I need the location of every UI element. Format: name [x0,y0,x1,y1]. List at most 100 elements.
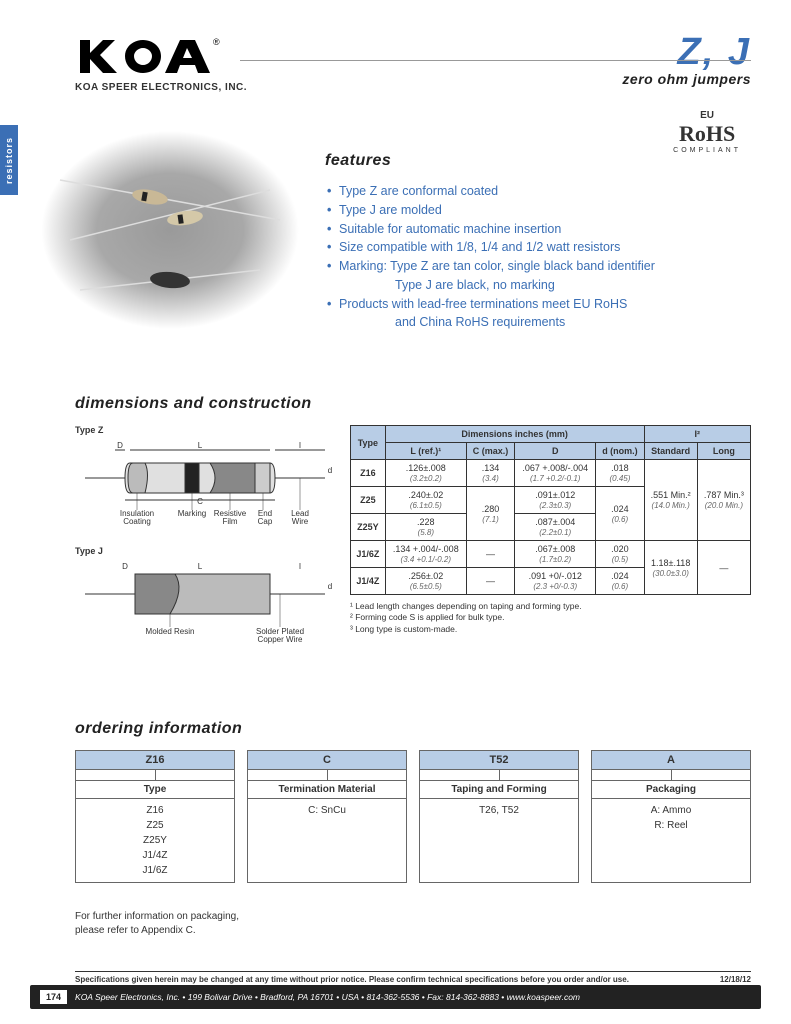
dimensions-section: dimensions and construction Type Z [75,395,751,657]
td: Z25Y [351,514,386,541]
footer-text: KOA Speer Electronics, Inc. • 199 Boliva… [75,992,580,1002]
td: J1/4Z [351,568,386,595]
svg-text:L: L [198,562,203,571]
typej-label: Type J [75,546,335,556]
svg-text:Molded Resin: Molded Resin [146,627,195,636]
header-divider [240,60,751,61]
td: .787 Min.³(20.0 Min.) [697,460,750,541]
td: .280(7.1) [466,487,514,541]
svg-text:d: d [328,582,332,591]
feature-item: Type J are molded [325,201,751,220]
feature-item: Marking: Type Z are tan color, single bl… [325,257,751,276]
svg-text:Copper Wire: Copper Wire [258,635,303,644]
order-items: C: SnCu [248,799,406,822]
svg-text:I: I [299,441,301,450]
page-number: 174 [40,990,67,1004]
th-C: C (max.) [466,443,514,460]
order-col-term: C Termination Material C: SnCu [247,750,407,883]
feature-item: Size compatible with 1/8, 1/4 and 1/2 wa… [325,238,751,257]
svg-text:Film: Film [222,517,237,526]
td: .134(3.4) [466,460,514,487]
typez-diagram: D L I d C InsulationCoating Marking Resi… [75,438,335,533]
order-items: A: Ammo R: Reel [592,799,750,837]
feature-item: Type Z are conformal coated [325,182,751,201]
td: .091±.012(2.3±0.3) [515,487,596,514]
order-col-type: Z16 Type Z16 Z25 Z25Y J1/4Z J1/6Z [75,750,235,883]
spec-notice: Specifications given herein may be chang… [75,971,751,984]
td: .256±.02(6.5±0.5) [385,568,466,595]
th-d: d (nom.) [596,443,644,460]
th-type: Type [351,426,386,460]
product-subtitle: zero ohm jumpers [622,71,751,87]
th-long: Long [697,443,750,460]
dimensions-heading: dimensions and construction [75,395,751,413]
td: .024(0.6) [596,487,644,541]
td: .067 +.008/-.004(1.7 +0.2/-0.1) [515,460,596,487]
td: Z16 [351,460,386,487]
td: .091 +0/-.012(2.3 +0/-0.3) [515,568,596,595]
page-header: ® KOA SPEER ELECTRONICS, INC. Z, J zero … [75,35,751,93]
td: — [466,541,514,568]
order-label: Termination Material [248,780,406,799]
feature-item-sub: and China RoHS requirements [325,313,751,332]
order-label: Taping and Forming [420,780,578,799]
order-items: T26, T52 [420,799,578,822]
td: J1/6Z [351,541,386,568]
feature-item-sub: Type J are black, no marking [325,276,751,295]
svg-text:Cap: Cap [258,517,273,526]
td: .067±.008(1.7±0.2) [515,541,596,568]
appendix-note: For further information on packaging, pl… [75,910,239,938]
td: .134 +.004/-.008(3.4 +0.1/-0.2) [385,541,466,568]
th-std: Standard [644,443,697,460]
td: .240±.02(6.1±0.5) [385,487,466,514]
td: .551 Min.²(14.0 Min.) [644,460,697,541]
order-label: Packaging [592,780,750,799]
svg-text:D: D [122,562,128,571]
svg-text:®: ® [213,37,220,47]
product-image [40,130,300,330]
typej-diagram: D L I d Molded Resin Solder Plated Coppe… [75,559,335,644]
th-i: I² [644,426,750,443]
koa-logo: ® [75,35,230,80]
dimensions-table: Type Dimensions inches (mm) I² L (ref.)¹… [350,425,751,595]
dimensions-table-area: Type Dimensions inches (mm) I² L (ref.)¹… [350,425,751,657]
typez-label: Type Z [75,425,335,435]
td: — [466,568,514,595]
order-label: Type [76,780,234,799]
rohs-badge: EU RoHS COMPLIANT [673,110,741,154]
footnote: ³ Long type is custom-made. [350,624,751,635]
td: .024(0.6) [596,568,644,595]
td: Z25 [351,487,386,514]
ordering-section: ordering information Z16 Type Z16 Z25 Z2… [75,720,751,883]
footnote: ² Forming code S is applied for bulk typ… [350,612,751,623]
td: .126±.008(3.2±0.2) [385,460,466,487]
th-dim: Dimensions inches (mm) [385,426,644,443]
order-items: Z16 Z25 Z25Y J1/4Z J1/6Z [76,799,234,882]
feature-item: Products with lead-free terminations mee… [325,295,751,314]
feature-item: Suitable for automatic machine insertion [325,220,751,239]
td: 1.18±.118(30.0±3.0) [644,541,697,595]
th-D: D [515,443,596,460]
svg-text:I: I [299,562,301,571]
svg-text:Marking: Marking [178,509,206,518]
order-code: T52 [420,751,578,770]
td: .020(0.5) [596,541,644,568]
rohs-eu: EU [673,110,741,121]
side-tab: resistors [0,125,18,195]
product-title: Z, J [622,35,751,69]
features-list: Type Z are conformal coated Type J are m… [325,182,751,332]
th-L: L (ref.)¹ [385,443,466,460]
diagrams: Type Z D L [75,425,335,657]
svg-text:d: d [328,466,332,475]
td: .228(5.8) [385,514,466,541]
svg-text:D: D [117,441,123,450]
dimension-footnotes: ¹ Lead length changes depending on tapin… [350,601,751,635]
features-heading: features [325,152,751,170]
td: — [697,541,750,595]
features-section: features Type Z are conformal coated Typ… [325,152,751,332]
footnote: ¹ Lead length changes depending on tapin… [350,601,751,612]
order-code: C [248,751,406,770]
rohs-text: RoHS [673,121,741,147]
footer-bar: 174 KOA Speer Electronics, Inc. • 199 Bo… [30,985,761,1009]
svg-text:Coating: Coating [123,517,151,526]
